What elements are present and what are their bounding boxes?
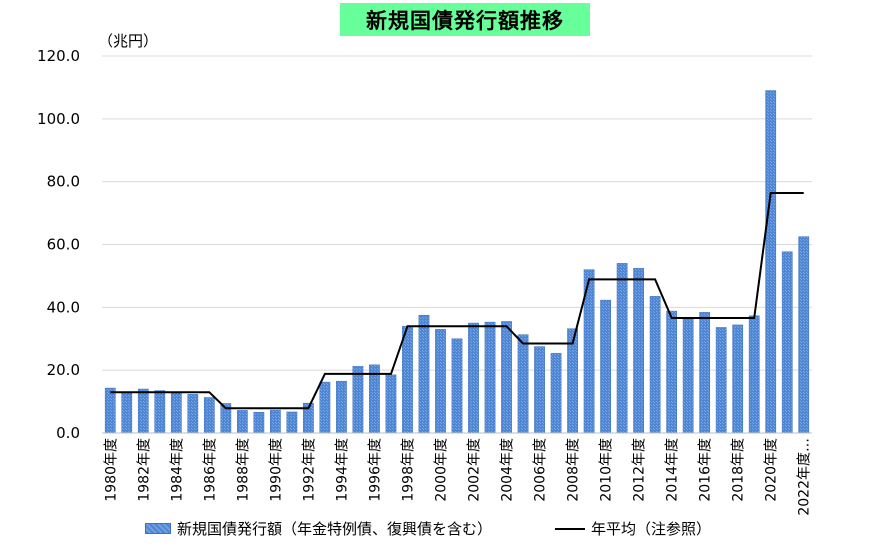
legend-item-line: 年平均（注参照）: [555, 518, 711, 539]
x-tick-label: 2020年度: [764, 438, 780, 502]
y-tick-label: 40.0: [47, 298, 80, 316]
bar-line-chart: 0.0 20.0 40.0 60.0 80.0 100.0 120.0 1980年度 1982…: [37, 47, 813, 515]
bar-1982: [137, 388, 149, 434]
bar-1993: [319, 381, 331, 434]
bar-1983: [154, 390, 166, 434]
x-tick-label: 2010年度: [599, 438, 615, 502]
x-tick-label: 1990年度: [268, 438, 284, 502]
bar-2015: [682, 317, 694, 434]
legend-bars-label: 新規国債発行額（年金特例債、復興債を含む）: [177, 520, 493, 538]
bar-1988: [236, 410, 248, 434]
x-tick-label: 1980年度: [103, 438, 119, 502]
x-tick-label: 1986年度: [202, 438, 218, 502]
average-line: [110, 192, 804, 410]
bar-2002: [468, 322, 479, 434]
bar-1981: [121, 392, 133, 434]
x-tick-label: 2000年度: [434, 438, 450, 502]
y-tick-labels: 0.0 20.0 40.0 60.0 80.0 100.0 120.0: [37, 47, 80, 442]
bar-1995: [352, 366, 364, 434]
legend-bar-swatch: [145, 523, 171, 534]
x-tick-label: 1988年度: [235, 438, 251, 502]
y-tick-label: 100.0: [37, 110, 80, 128]
x-tick-label: 2008年度: [566, 438, 582, 502]
bar-1986: [203, 397, 215, 434]
x-tick-label: 1984年度: [169, 438, 185, 502]
x-tick-label: 1998年度: [401, 438, 417, 502]
legend: 新規国債発行額（年金特例債、復興債を含む） 年平均（注参照）: [0, 518, 876, 542]
x-tick-label: 2004年度: [500, 438, 516, 502]
x-tick-label: 2012年度: [632, 438, 648, 502]
x-tick-label: 2016年度: [698, 438, 714, 502]
bar-2016: [699, 312, 711, 434]
y-tick-label: 120.0: [37, 47, 80, 65]
y-tick-label: 20.0: [47, 361, 80, 379]
bar-2012: [633, 268, 644, 434]
bar-2003: [484, 321, 496, 434]
y-axis-unit-label: （兆円）: [98, 32, 159, 50]
x-tick-label: 2002年度: [467, 438, 483, 502]
bar-1998: [402, 325, 413, 434]
bar-2020: [765, 90, 777, 434]
bar-1996: [369, 364, 380, 434]
bar-2019: [748, 315, 760, 434]
chart-title: 新規国債発行額推移: [340, 3, 590, 36]
bar-2006: [534, 346, 545, 434]
bar-1997: [385, 374, 397, 434]
x-tick-label: 2006年度: [533, 438, 549, 502]
legend-item-bars: 新規国債発行額（年金特例債、復興債を含む）: [145, 518, 492, 539]
bar-2022: [798, 236, 810, 434]
x-tick-label: 1982年度: [136, 438, 152, 502]
bar-2014: [666, 310, 678, 434]
bar-1991: [286, 411, 298, 434]
x-tick-label: 2014年度: [665, 438, 681, 502]
y-tick-label: 80.0: [47, 173, 80, 191]
x-tick-label: 1996年度: [367, 438, 383, 502]
bar-2021: [781, 251, 793, 434]
bar-1980: [104, 387, 116, 434]
gridlines: [102, 55, 812, 371]
x-tick-label: 2018年度: [731, 438, 747, 502]
y-tick-label: 0.0: [56, 424, 80, 442]
bar-1989: [253, 412, 265, 434]
average-line-series: [110, 192, 804, 410]
bar-2001: [451, 338, 463, 434]
bar-2018: [732, 324, 744, 434]
bar-2017: [715, 327, 727, 434]
bar-2007: [550, 352, 562, 434]
x-tick-label: 1994年度: [334, 438, 350, 502]
x-tick-labels: 1980年度 1982年度 1984年度 1986年度 1988年度 1990年度 1992…: [103, 438, 812, 515]
bar-2000: [435, 329, 446, 434]
bar-2004: [501, 321, 512, 434]
bar-2011: [616, 263, 628, 434]
legend-line-swatch: [555, 527, 585, 530]
bar-series: [104, 90, 810, 434]
x-tick-label: 1992年度: [301, 438, 317, 502]
bar-1990: [270, 409, 281, 434]
bar-2013: [649, 296, 661, 434]
bar-2010: [600, 299, 611, 434]
x-tick-label: 2022年度…: [797, 438, 813, 515]
y-tick-label: 60.0: [47, 236, 80, 254]
bar-1999: [418, 314, 430, 434]
bar-2005: [517, 334, 529, 434]
legend-line-label: 年平均（注参照）: [591, 520, 712, 538]
bar-1984: [170, 392, 182, 434]
bar-1985: [187, 394, 199, 434]
bar-1994: [336, 380, 347, 434]
